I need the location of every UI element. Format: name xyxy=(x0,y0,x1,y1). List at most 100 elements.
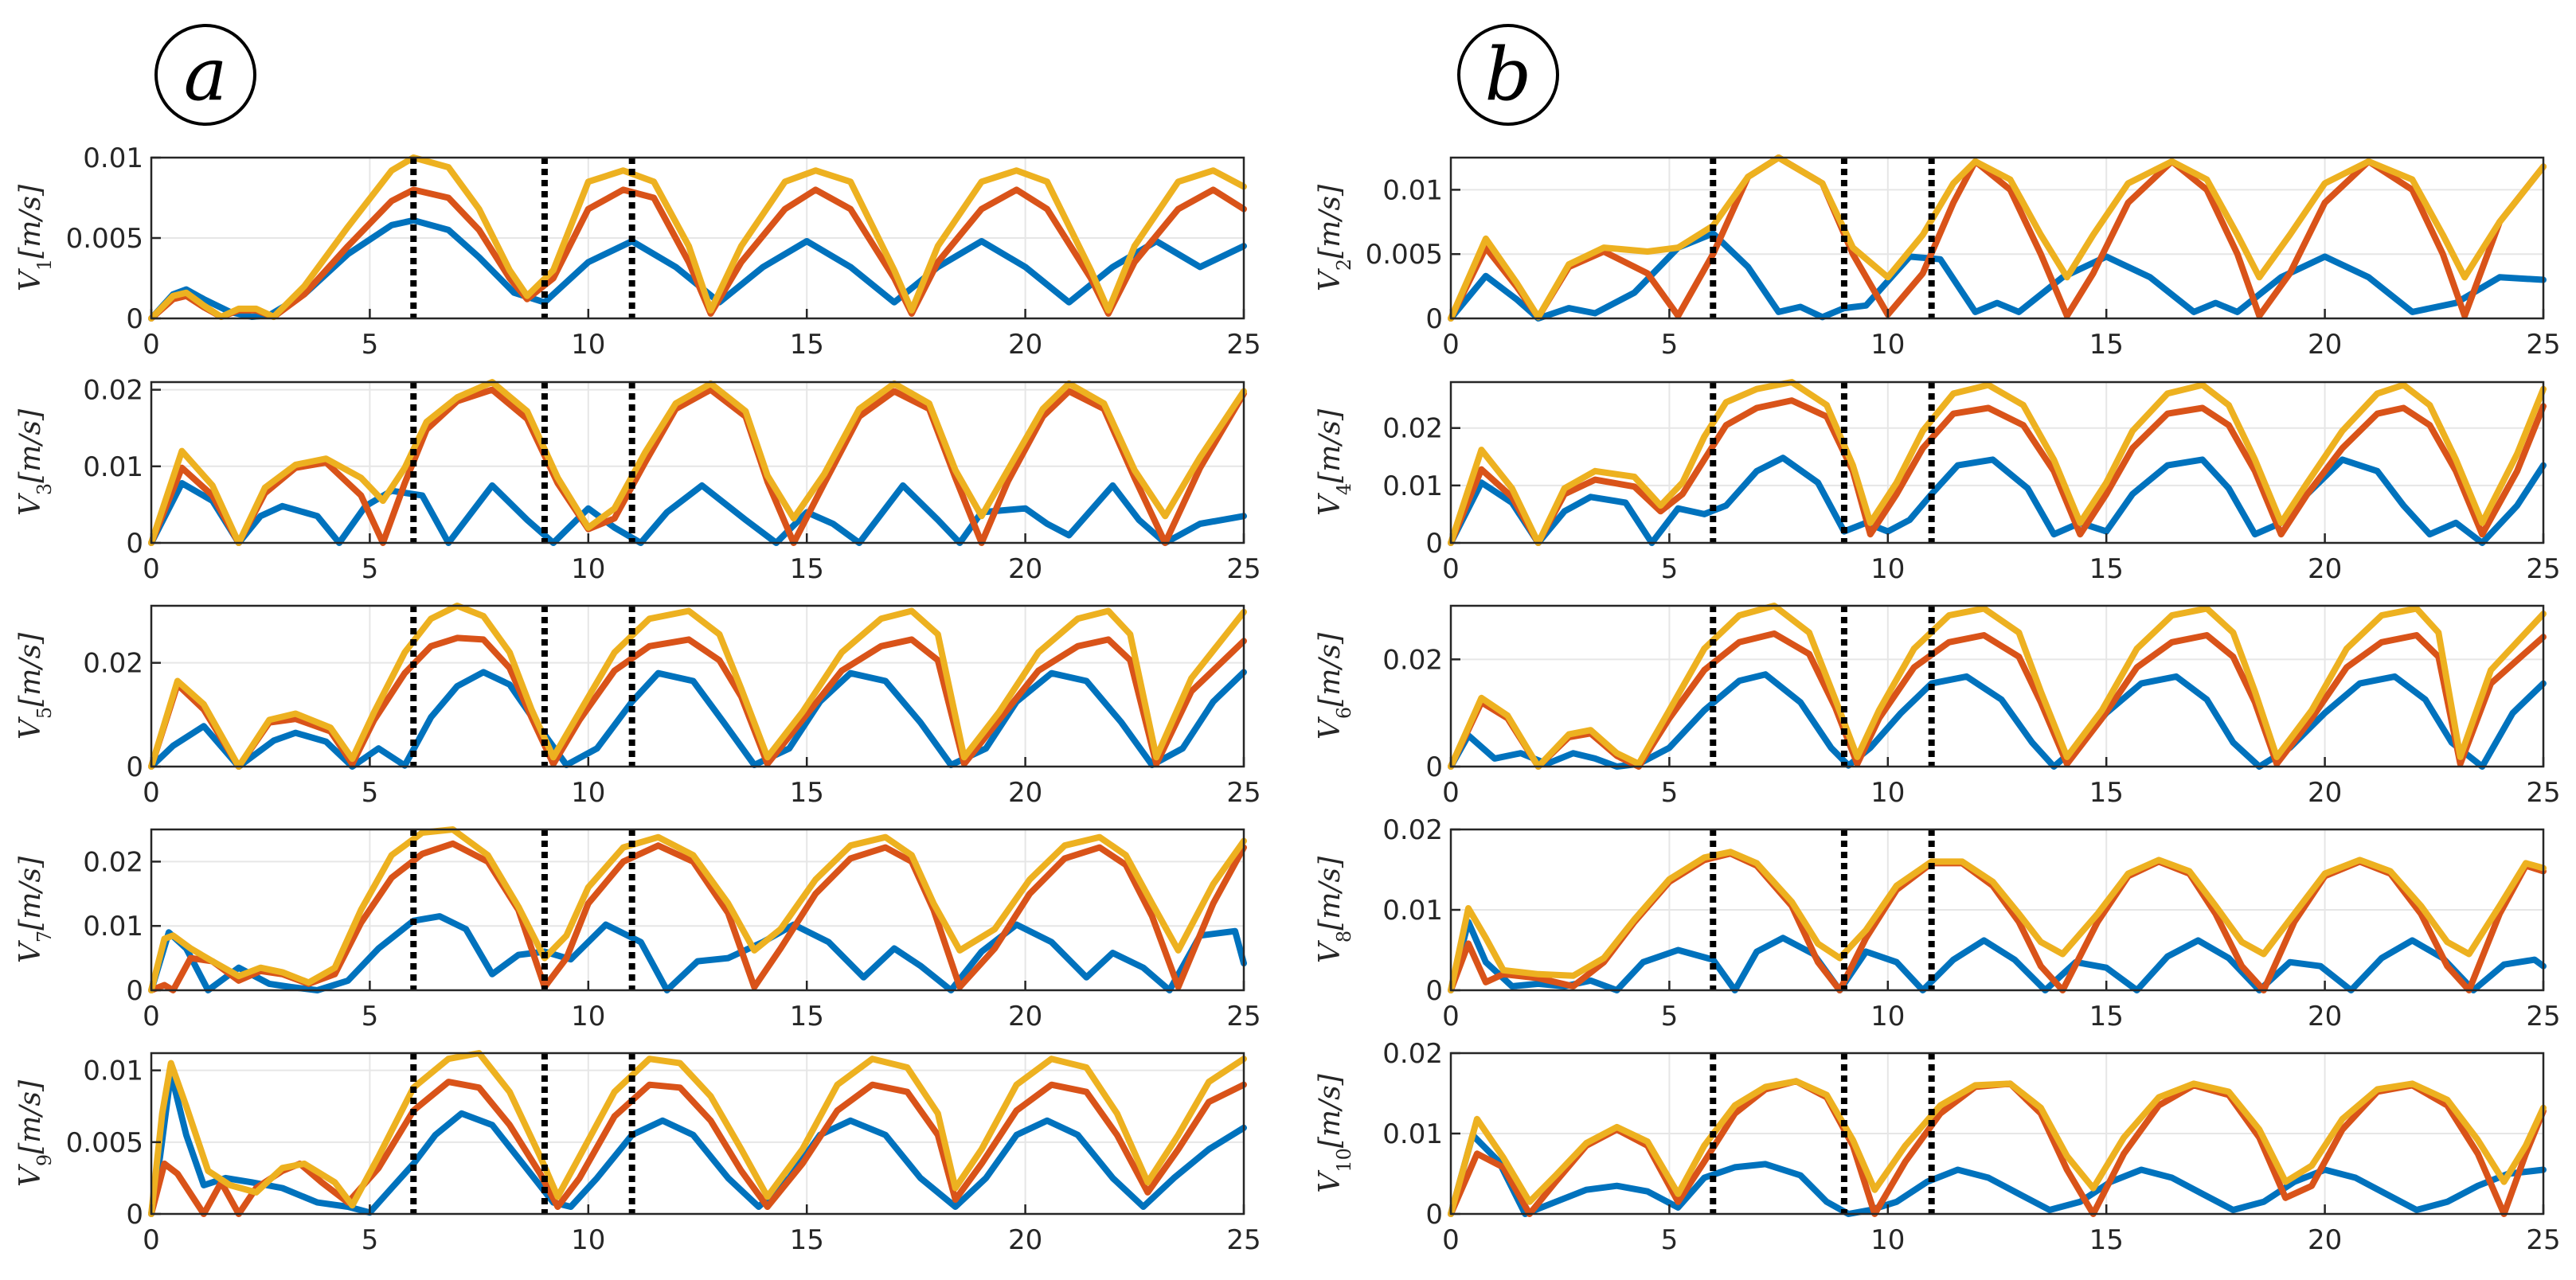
chart-7-ytick-label-1: 0.01 xyxy=(83,911,143,942)
chart-2-xtick-label-3: 15 xyxy=(2089,329,2124,361)
chart-3-ytick-label-2: 0.02 xyxy=(83,375,143,407)
chart-2-ytick-label-0: 0 xyxy=(1425,303,1443,335)
chart-2-xtick-label-5: 25 xyxy=(2526,329,2560,361)
chart-9-xtick-label-5: 25 xyxy=(1226,1224,1261,1256)
chart-9-xtick-label-1: 5 xyxy=(362,1224,379,1256)
chart-6: 0 5 10 15 20 25 0 0.02 V6[m/s] xyxy=(1314,603,2561,809)
chart-5-ylabel: V5[m/s] xyxy=(14,632,56,740)
chart-1-series-1 xyxy=(148,217,1247,322)
chart-3-axes-box xyxy=(150,380,1245,544)
chart-9: 0 5 10 15 20 25 0 0.005 0.01 V9[m/s] xyxy=(14,1050,1261,1256)
chart-10-ytick-label-2: 0.02 xyxy=(1382,1038,1443,1070)
chart-4-ytick-label-0: 0 xyxy=(1425,528,1443,560)
chart-8-xtick-label-5: 25 xyxy=(2526,1001,2560,1032)
chart-3-ytick-label-1: 0.01 xyxy=(83,451,143,483)
chart-2-xtick-label-0: 0 xyxy=(1442,329,1460,361)
chart-2-xtick-label-1: 5 xyxy=(1661,329,1679,361)
chart-7-axes-box xyxy=(150,828,1245,992)
chart-10-xtick-label-4: 20 xyxy=(2308,1224,2342,1256)
chart-4-ytick-label-1: 0.01 xyxy=(1382,470,1443,502)
chart-1-ylabel: V1[m/s] xyxy=(14,184,56,291)
chart-1-xtick-label-2: 10 xyxy=(571,329,605,361)
chart-8-series-3 xyxy=(1448,849,2547,993)
chart-4-series-1 xyxy=(1448,455,2547,546)
chart-7-xtick-label-5: 25 xyxy=(1226,1001,1261,1032)
panel-label-b: b xyxy=(1457,24,1559,126)
chart-4-xtick-label-3: 15 xyxy=(2089,553,2124,585)
chart-6-series-3 xyxy=(1448,603,2547,770)
chart-1-xtick-label-3: 15 xyxy=(790,329,824,361)
chart-2-series-1 xyxy=(1448,230,2547,322)
chart-6-background xyxy=(1451,606,2543,767)
chart-8-xtick-label-1: 5 xyxy=(1661,1001,1679,1032)
chart-1-series-3 xyxy=(148,154,1247,322)
chart-8-ylabel: V8[m/s] xyxy=(1314,856,1355,963)
chart-6-axes-box xyxy=(1449,604,2545,768)
chart-8-xtick-label-0: 0 xyxy=(1442,1001,1460,1032)
chart-5: 0 5 10 15 20 25 0 0.02 V5[m/s] xyxy=(14,603,1261,809)
chart-1-ytick-label-0: 0 xyxy=(126,303,143,335)
chart-6-xtick-label-0: 0 xyxy=(1442,777,1460,809)
chart-4-xtick-label-0: 0 xyxy=(1442,553,1460,585)
chart-9-ytick-label-0: 0 xyxy=(126,1199,143,1231)
chart-5-xtick-label-5: 25 xyxy=(1226,777,1261,809)
chart-8-xtick-label-4: 20 xyxy=(2308,1001,2342,1032)
chart-9-xtick-label-2: 10 xyxy=(571,1224,605,1256)
chart-3-xtick-label-5: 25 xyxy=(1226,553,1261,585)
chart-4-ytick-label-2: 0.02 xyxy=(1382,413,1443,445)
chart-8-ytick-label-2: 0.02 xyxy=(1382,814,1443,846)
chart-9-ytick-label-1: 0.005 xyxy=(66,1127,143,1159)
panel-label-a: a xyxy=(154,24,256,126)
chart-8-xtick-label-3: 15 xyxy=(2089,1001,2124,1032)
chart-7-series-3 xyxy=(148,826,1247,993)
chart-3-xtick-label-3: 15 xyxy=(790,553,824,585)
chart-2-xtick-label-4: 20 xyxy=(2308,329,2342,361)
chart-2-axes-box xyxy=(1449,156,2545,320)
chart-1-xtick-label-4: 20 xyxy=(1008,329,1042,361)
chart-1-xtick-label-5: 25 xyxy=(1226,329,1261,361)
chart-4-series-2 xyxy=(1448,397,2547,546)
chart-3-xtick-label-2: 10 xyxy=(571,553,605,585)
chart-3-ytick-label-0: 0 xyxy=(126,528,143,560)
chart-4-xtick-label-2: 10 xyxy=(1870,553,1905,585)
chart-4-xtick-label-1: 5 xyxy=(1661,553,1679,585)
chart-6-ylabel: V6[m/s] xyxy=(1314,632,1355,740)
chart-1-xtick-label-0: 0 xyxy=(143,329,160,361)
chart-2-ytick-label-1: 0.005 xyxy=(1366,239,1443,271)
chart-2-xtick-label-2: 10 xyxy=(1870,329,1905,361)
chart-1-ytick-label-2: 0.01 xyxy=(83,142,143,174)
chart-7-xtick-label-4: 20 xyxy=(1008,1001,1042,1032)
chart-2-series-2 xyxy=(1448,154,2547,322)
chart-10-xtick-label-0: 0 xyxy=(1442,1224,1460,1256)
chart-5-xtick-label-0: 0 xyxy=(143,777,160,809)
chart-7: 0 5 10 15 20 25 0 0.01 0.02 V7[m/s] xyxy=(14,826,1261,1032)
chart-10-xtick-label-2: 10 xyxy=(1870,1224,1905,1256)
chart-5-xtick-label-1: 5 xyxy=(362,777,379,809)
chart-9-series-3 xyxy=(148,1050,1247,1217)
chart-7-ytick-label-0: 0 xyxy=(126,975,143,1007)
chart-6-xtick-label-3: 15 xyxy=(2089,777,2124,809)
chart-3-series-3 xyxy=(148,379,1247,546)
chart-2-series-3 xyxy=(1448,154,2547,322)
chart-6-series-1 xyxy=(1448,671,2547,770)
chart-8-ytick-label-1: 0.01 xyxy=(1382,895,1443,927)
chart-5-xtick-label-2: 10 xyxy=(571,777,605,809)
chart-6-ytick-label-1: 0.02 xyxy=(1382,644,1443,676)
chart-6-xtick-label-4: 20 xyxy=(2308,777,2342,809)
chart-6-xtick-label-2: 10 xyxy=(1870,777,1905,809)
chart-5-ytick-label-1: 0.02 xyxy=(83,648,143,680)
chart-8-ytick-label-0: 0 xyxy=(1425,975,1443,1007)
chart-3-series-1 xyxy=(148,480,1247,546)
chart-5-series-3 xyxy=(148,603,1247,770)
chart-9-xtick-label-4: 20 xyxy=(1008,1224,1042,1256)
chart-7-ytick-label-2: 0.02 xyxy=(83,846,143,878)
chart-7-xtick-label-1: 5 xyxy=(362,1001,379,1032)
chart-10-ytick-label-0: 0 xyxy=(1425,1199,1443,1231)
chart-9-ytick-label-2: 0.01 xyxy=(83,1056,143,1087)
chart-4-series-3 xyxy=(1448,379,2547,546)
chart-10-ylabel: V10[m/s] xyxy=(1314,1073,1355,1192)
chart-3-xtick-label-0: 0 xyxy=(143,553,160,585)
chart-4-xtick-label-5: 25 xyxy=(2526,553,2560,585)
